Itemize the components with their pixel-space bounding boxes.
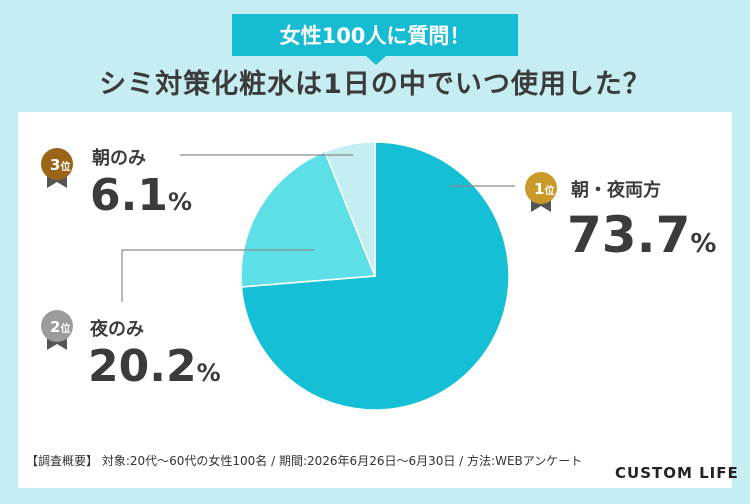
slice-1-category: 朝・夜両方: [571, 180, 661, 201]
slice-value-2: 20.2%: [88, 341, 221, 392]
slice-1-value: 73.7: [567, 206, 691, 264]
brand-logo: CUSTOM LIFE: [615, 464, 739, 482]
badge-medal: [41, 310, 73, 342]
slice-2-value: 20.2: [88, 341, 197, 392]
rank-badge-1: 1位: [525, 172, 557, 212]
badge-medal: [525, 172, 557, 204]
badge-rank-text: 1位: [534, 180, 554, 198]
leader-lines: [121, 154, 515, 302]
slice-1-unit: %: [690, 229, 717, 259]
slice-label-1: 朝・夜両方: [571, 176, 661, 202]
rank-badges: 1位 2位 3位: [41, 148, 557, 350]
slice-2-category: 夜のみ: [90, 319, 144, 340]
slice-3-category: 朝のみ: [92, 148, 146, 169]
leader-line-2: [121, 249, 315, 302]
survey-badge: 女性100人に質問！: [232, 14, 518, 56]
survey-badge-pointer: [366, 56, 386, 65]
pie-slices: [240, 141, 510, 411]
slice-label-3: 朝のみ: [92, 144, 146, 170]
slice-2-unit: %: [196, 359, 221, 387]
slice-value-3: 6.1%: [90, 170, 192, 221]
pie-slice-3: [323, 141, 376, 277]
slice-label-2: 夜のみ: [90, 315, 144, 341]
slice-value-1: 73.7%: [567, 206, 716, 264]
badge-rank-text: 2位: [50, 318, 70, 336]
badge-medal: [41, 148, 73, 180]
rank-badge-3: 3位: [41, 148, 73, 188]
chart-title: シミ対策化粧水は1日の中でいつ使用した？: [99, 69, 651, 100]
slice-3-value: 6.1: [90, 170, 168, 221]
badge-rank-text: 3位: [50, 156, 70, 174]
rank-badge-2: 2位: [41, 310, 73, 350]
slice-3-unit: %: [167, 188, 192, 216]
pie-slice-2: [240, 150, 377, 288]
survey-footnote: 【調査概要】 対象:20代～60代の女性100名 / 期間:2026年6月26日…: [26, 454, 583, 468]
